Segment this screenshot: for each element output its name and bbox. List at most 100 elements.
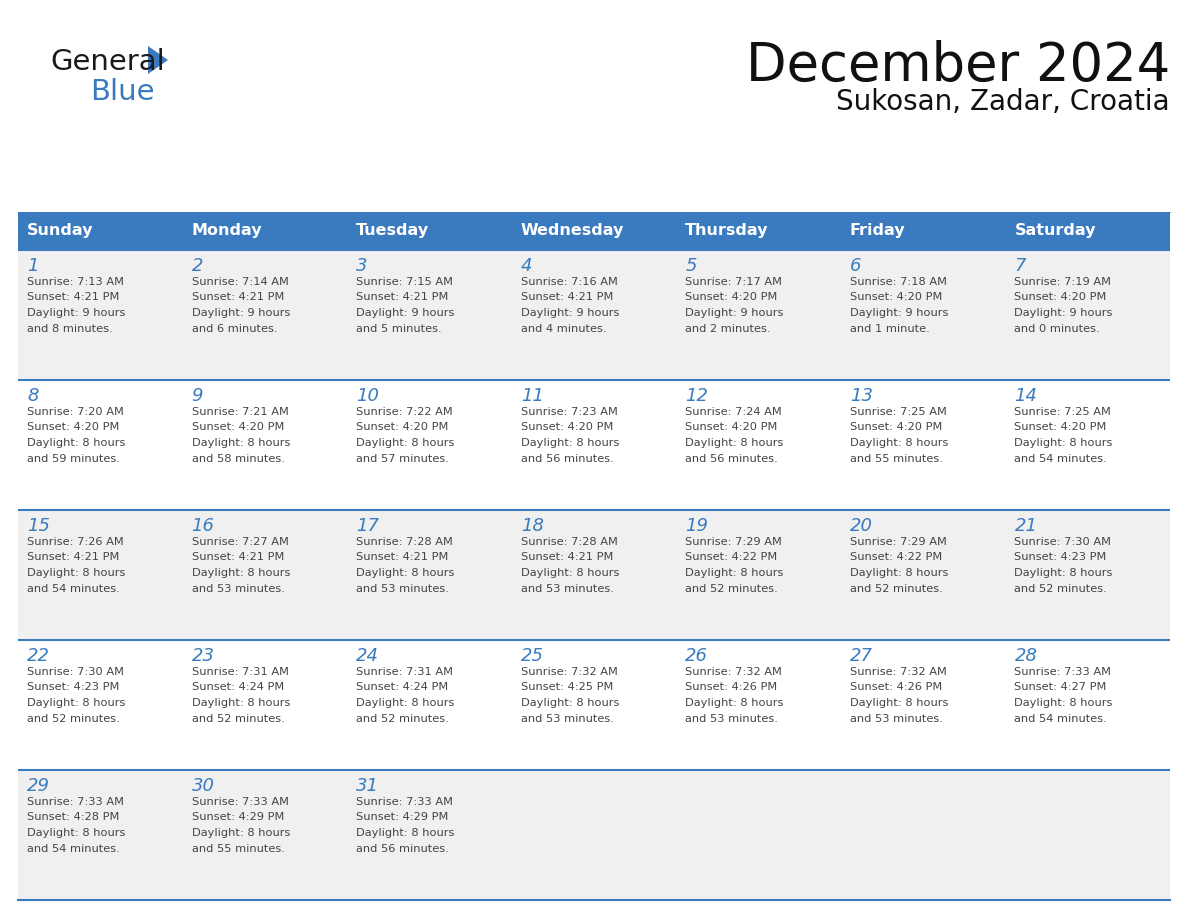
Text: Sukosan, Zadar, Croatia: Sukosan, Zadar, Croatia — [836, 88, 1170, 116]
Text: and 1 minute.: and 1 minute. — [849, 323, 929, 333]
Text: and 52 minutes.: and 52 minutes. — [356, 713, 449, 723]
Text: Sunrise: 7:25 AM: Sunrise: 7:25 AM — [849, 407, 947, 417]
Text: and 6 minutes.: and 6 minutes. — [191, 323, 277, 333]
Text: and 0 minutes.: and 0 minutes. — [1015, 323, 1100, 333]
Text: and 53 minutes.: and 53 minutes. — [520, 713, 613, 723]
Text: Sunset: 4:21 PM: Sunset: 4:21 PM — [356, 293, 449, 303]
Text: Daylight: 9 hours: Daylight: 9 hours — [356, 308, 455, 318]
Text: 29: 29 — [27, 777, 50, 795]
Text: Sunset: 4:20 PM: Sunset: 4:20 PM — [849, 293, 942, 303]
Text: 30: 30 — [191, 777, 215, 795]
Text: Sunset: 4:20 PM: Sunset: 4:20 PM — [27, 422, 119, 432]
Bar — [18, 380, 1170, 510]
Text: and 5 minutes.: and 5 minutes. — [356, 323, 442, 333]
Text: and 52 minutes.: and 52 minutes. — [27, 713, 120, 723]
Text: Daylight: 8 hours: Daylight: 8 hours — [356, 698, 455, 708]
Text: Daylight: 8 hours: Daylight: 8 hours — [27, 438, 126, 448]
Text: Sunset: 4:21 PM: Sunset: 4:21 PM — [520, 553, 613, 563]
Text: Sunset: 4:20 PM: Sunset: 4:20 PM — [520, 422, 613, 432]
Bar — [18, 212, 183, 250]
Text: December 2024: December 2024 — [746, 40, 1170, 92]
Text: 12: 12 — [685, 387, 708, 405]
Text: 9: 9 — [191, 387, 203, 405]
Polygon shape — [148, 46, 168, 74]
Text: Daylight: 8 hours: Daylight: 8 hours — [1015, 568, 1113, 578]
Text: Sunset: 4:21 PM: Sunset: 4:21 PM — [27, 553, 119, 563]
Text: Sunset: 4:21 PM: Sunset: 4:21 PM — [27, 293, 119, 303]
Text: 27: 27 — [849, 647, 873, 665]
Text: Sunset: 4:21 PM: Sunset: 4:21 PM — [356, 553, 449, 563]
Text: General: General — [50, 48, 165, 76]
Text: Sunset: 4:20 PM: Sunset: 4:20 PM — [849, 422, 942, 432]
Text: Sunrise: 7:33 AM: Sunrise: 7:33 AM — [27, 797, 124, 807]
Text: Friday: Friday — [849, 223, 905, 239]
Text: and 55 minutes.: and 55 minutes. — [191, 844, 284, 854]
Text: Sunset: 4:20 PM: Sunset: 4:20 PM — [356, 422, 449, 432]
Text: Sunrise: 7:33 AM: Sunrise: 7:33 AM — [356, 797, 453, 807]
Text: 4: 4 — [520, 257, 532, 275]
Bar — [841, 212, 1005, 250]
Text: 19: 19 — [685, 517, 708, 535]
Text: and 52 minutes.: and 52 minutes. — [849, 584, 942, 594]
Text: Sunrise: 7:32 AM: Sunrise: 7:32 AM — [520, 667, 618, 677]
Text: Sunset: 4:20 PM: Sunset: 4:20 PM — [685, 422, 778, 432]
Text: and 54 minutes.: and 54 minutes. — [27, 584, 120, 594]
Text: Monday: Monday — [191, 223, 263, 239]
Text: Daylight: 8 hours: Daylight: 8 hours — [520, 568, 619, 578]
Text: Sunrise: 7:27 AM: Sunrise: 7:27 AM — [191, 537, 289, 547]
Text: 14: 14 — [1015, 387, 1037, 405]
Text: Sunset: 4:26 PM: Sunset: 4:26 PM — [685, 682, 777, 692]
Text: Sunset: 4:21 PM: Sunset: 4:21 PM — [520, 293, 613, 303]
Text: and 52 minutes.: and 52 minutes. — [1015, 584, 1107, 594]
Text: Sunset: 4:26 PM: Sunset: 4:26 PM — [849, 682, 942, 692]
Text: Sunset: 4:29 PM: Sunset: 4:29 PM — [356, 812, 449, 823]
Text: and 55 minutes.: and 55 minutes. — [849, 453, 943, 464]
Text: Sunrise: 7:33 AM: Sunrise: 7:33 AM — [1015, 667, 1112, 677]
Text: Sunrise: 7:32 AM: Sunrise: 7:32 AM — [685, 667, 782, 677]
Text: Sunrise: 7:29 AM: Sunrise: 7:29 AM — [685, 537, 782, 547]
Text: Sunset: 4:20 PM: Sunset: 4:20 PM — [685, 293, 778, 303]
Text: 31: 31 — [356, 777, 379, 795]
Text: and 2 minutes.: and 2 minutes. — [685, 323, 771, 333]
Text: 3: 3 — [356, 257, 367, 275]
Text: Sunrise: 7:22 AM: Sunrise: 7:22 AM — [356, 407, 453, 417]
Bar — [1005, 212, 1170, 250]
Text: Sunset: 4:20 PM: Sunset: 4:20 PM — [191, 422, 284, 432]
Text: 22: 22 — [27, 647, 50, 665]
Text: 6: 6 — [849, 257, 861, 275]
Text: Sunrise: 7:18 AM: Sunrise: 7:18 AM — [849, 277, 947, 287]
Text: Daylight: 9 hours: Daylight: 9 hours — [1015, 308, 1113, 318]
Text: Saturday: Saturday — [1015, 223, 1095, 239]
Bar — [347, 212, 512, 250]
Text: and 56 minutes.: and 56 minutes. — [685, 453, 778, 464]
Text: Sunset: 4:24 PM: Sunset: 4:24 PM — [191, 682, 284, 692]
Text: and 54 minutes.: and 54 minutes. — [27, 844, 120, 854]
Text: Daylight: 8 hours: Daylight: 8 hours — [1015, 698, 1113, 708]
Text: Sunday: Sunday — [27, 223, 94, 239]
Text: and 53 minutes.: and 53 minutes. — [191, 584, 284, 594]
Text: and 53 minutes.: and 53 minutes. — [520, 584, 613, 594]
Text: and 4 minutes.: and 4 minutes. — [520, 323, 606, 333]
Text: Sunset: 4:21 PM: Sunset: 4:21 PM — [191, 553, 284, 563]
Text: Daylight: 8 hours: Daylight: 8 hours — [520, 698, 619, 708]
Text: 17: 17 — [356, 517, 379, 535]
Text: and 59 minutes.: and 59 minutes. — [27, 453, 120, 464]
Text: Sunrise: 7:14 AM: Sunrise: 7:14 AM — [191, 277, 289, 287]
Text: Daylight: 8 hours: Daylight: 8 hours — [356, 828, 455, 838]
Text: Thursday: Thursday — [685, 223, 769, 239]
Text: Daylight: 8 hours: Daylight: 8 hours — [685, 568, 784, 578]
Text: and 56 minutes.: and 56 minutes. — [356, 844, 449, 854]
Bar — [18, 510, 1170, 640]
Text: Sunrise: 7:16 AM: Sunrise: 7:16 AM — [520, 277, 618, 287]
Text: Sunrise: 7:31 AM: Sunrise: 7:31 AM — [191, 667, 289, 677]
Text: 21: 21 — [1015, 517, 1037, 535]
Text: Sunrise: 7:28 AM: Sunrise: 7:28 AM — [520, 537, 618, 547]
Text: and 58 minutes.: and 58 minutes. — [191, 453, 284, 464]
Text: Sunrise: 7:19 AM: Sunrise: 7:19 AM — [1015, 277, 1112, 287]
Text: Daylight: 9 hours: Daylight: 9 hours — [685, 308, 784, 318]
Text: Daylight: 8 hours: Daylight: 8 hours — [356, 438, 455, 448]
Text: and 53 minutes.: and 53 minutes. — [849, 713, 943, 723]
Text: and 57 minutes.: and 57 minutes. — [356, 453, 449, 464]
Text: 13: 13 — [849, 387, 873, 405]
Text: and 53 minutes.: and 53 minutes. — [356, 584, 449, 594]
